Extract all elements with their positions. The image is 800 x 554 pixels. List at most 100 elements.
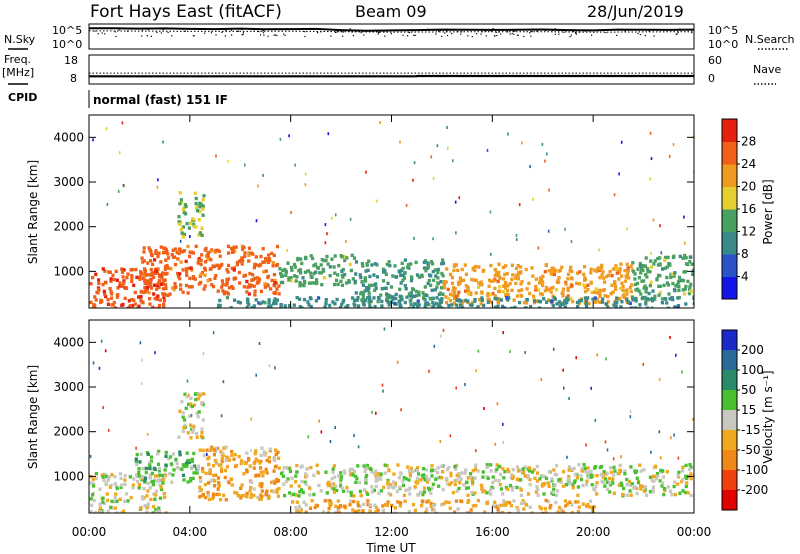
power-cell [309, 271, 313, 275]
power-cell [275, 263, 280, 267]
velocity-cell [262, 450, 266, 454]
velocity-cell [535, 479, 539, 483]
power-cell [181, 268, 185, 272]
power-cell [620, 274, 624, 278]
power-cell [354, 291, 358, 295]
velocity-cell [220, 469, 224, 473]
velocity-cell [331, 482, 336, 486]
power-cell [551, 303, 555, 308]
velocity-cell [300, 479, 304, 484]
velocity-cell [230, 483, 234, 487]
velocity-cell [141, 467, 145, 471]
power-cell [367, 259, 371, 263]
power-cell [272, 253, 276, 258]
power-cell [111, 273, 115, 277]
power-cell [370, 283, 374, 288]
power-cell [681, 256, 685, 260]
velocity-cbar-label: Velocity [m s⁻¹] [761, 370, 775, 463]
velocity-cell [338, 482, 343, 486]
velocity-cell [463, 471, 467, 475]
velocity-cell [184, 406, 188, 410]
power-cell [125, 275, 129, 280]
power-cell [375, 263, 379, 267]
velocity-cell [523, 501, 527, 505]
velocity-cell [684, 463, 688, 468]
velocity-cell [207, 497, 211, 502]
velocity-cell [135, 462, 139, 467]
velocity-cell [349, 493, 353, 498]
velocity-cell [651, 474, 655, 479]
power-cell [394, 292, 398, 297]
power-cell [157, 251, 161, 255]
velocity-cell [181, 415, 185, 419]
power-cell [192, 224, 196, 229]
velocity-cell [156, 452, 160, 456]
power-cell [455, 303, 459, 307]
power-cell [651, 289, 655, 293]
velocity-cell [374, 484, 378, 489]
velocity-cell [312, 492, 316, 497]
velocity-cell [168, 455, 173, 459]
power-cell [632, 269, 636, 274]
power-cell [197, 233, 201, 237]
velocity-cell [327, 506, 331, 511]
power-cell [274, 301, 278, 306]
power-sparse-cell [649, 177, 651, 181]
velocity-cell [183, 423, 187, 427]
velocity-cell [148, 486, 152, 490]
velocity-cell [654, 464, 658, 468]
velocity-cell [536, 471, 540, 475]
power-cell [149, 253, 154, 257]
power-cell [429, 297, 433, 301]
power-cell [558, 268, 562, 272]
velocity-cell [364, 481, 368, 485]
power-sparse-cell [598, 248, 600, 252]
power-cell [215, 263, 219, 267]
power-cell [658, 256, 662, 260]
velocity-cell [457, 486, 461, 491]
velocity-sparse-cell [140, 382, 143, 386]
velocity-sparse-cell [334, 426, 336, 429]
velocity-cell [432, 508, 436, 512]
velocity-sparse-cell [502, 331, 504, 335]
power-cell [436, 276, 440, 280]
power-cell [673, 271, 677, 275]
power-cell [165, 250, 169, 254]
power-cell [179, 283, 183, 287]
power-cell [279, 303, 283, 307]
power-cell [492, 279, 496, 283]
power-cell [414, 289, 419, 294]
nsky-series-line [89, 27, 695, 32]
power-cell [650, 306, 654, 308]
power-cell [184, 212, 188, 216]
velocity-cell [118, 497, 122, 502]
velocity-cell [327, 480, 331, 485]
power-cell [523, 306, 528, 308]
power-cell [96, 291, 100, 295]
velocity-cell [422, 490, 427, 494]
power-cell [261, 260, 265, 264]
velocity-cell [369, 467, 373, 471]
power-cell [538, 279, 542, 283]
velocity-cell [416, 466, 420, 470]
velocity-sparse-cell [585, 443, 587, 447]
power-cell [106, 302, 110, 306]
power-cell [130, 297, 134, 302]
power-cell [579, 298, 583, 303]
power-cell [129, 304, 133, 308]
power-cell [452, 302, 456, 306]
power-cell [457, 282, 461, 287]
power-cell [141, 260, 145, 264]
power-cell [120, 267, 124, 271]
velocity-cbar-tick-label: 100 [741, 363, 764, 377]
velocity-cell [672, 484, 676, 489]
power-cell [566, 294, 570, 298]
power-cell [275, 287, 279, 291]
velocity-cell [349, 472, 353, 477]
power-cell [610, 273, 614, 278]
xtick-label: 04:00 [173, 525, 208, 539]
power-cell [257, 277, 262, 281]
velocity-sparse-cell [509, 350, 511, 354]
velocity-cell [619, 481, 623, 485]
